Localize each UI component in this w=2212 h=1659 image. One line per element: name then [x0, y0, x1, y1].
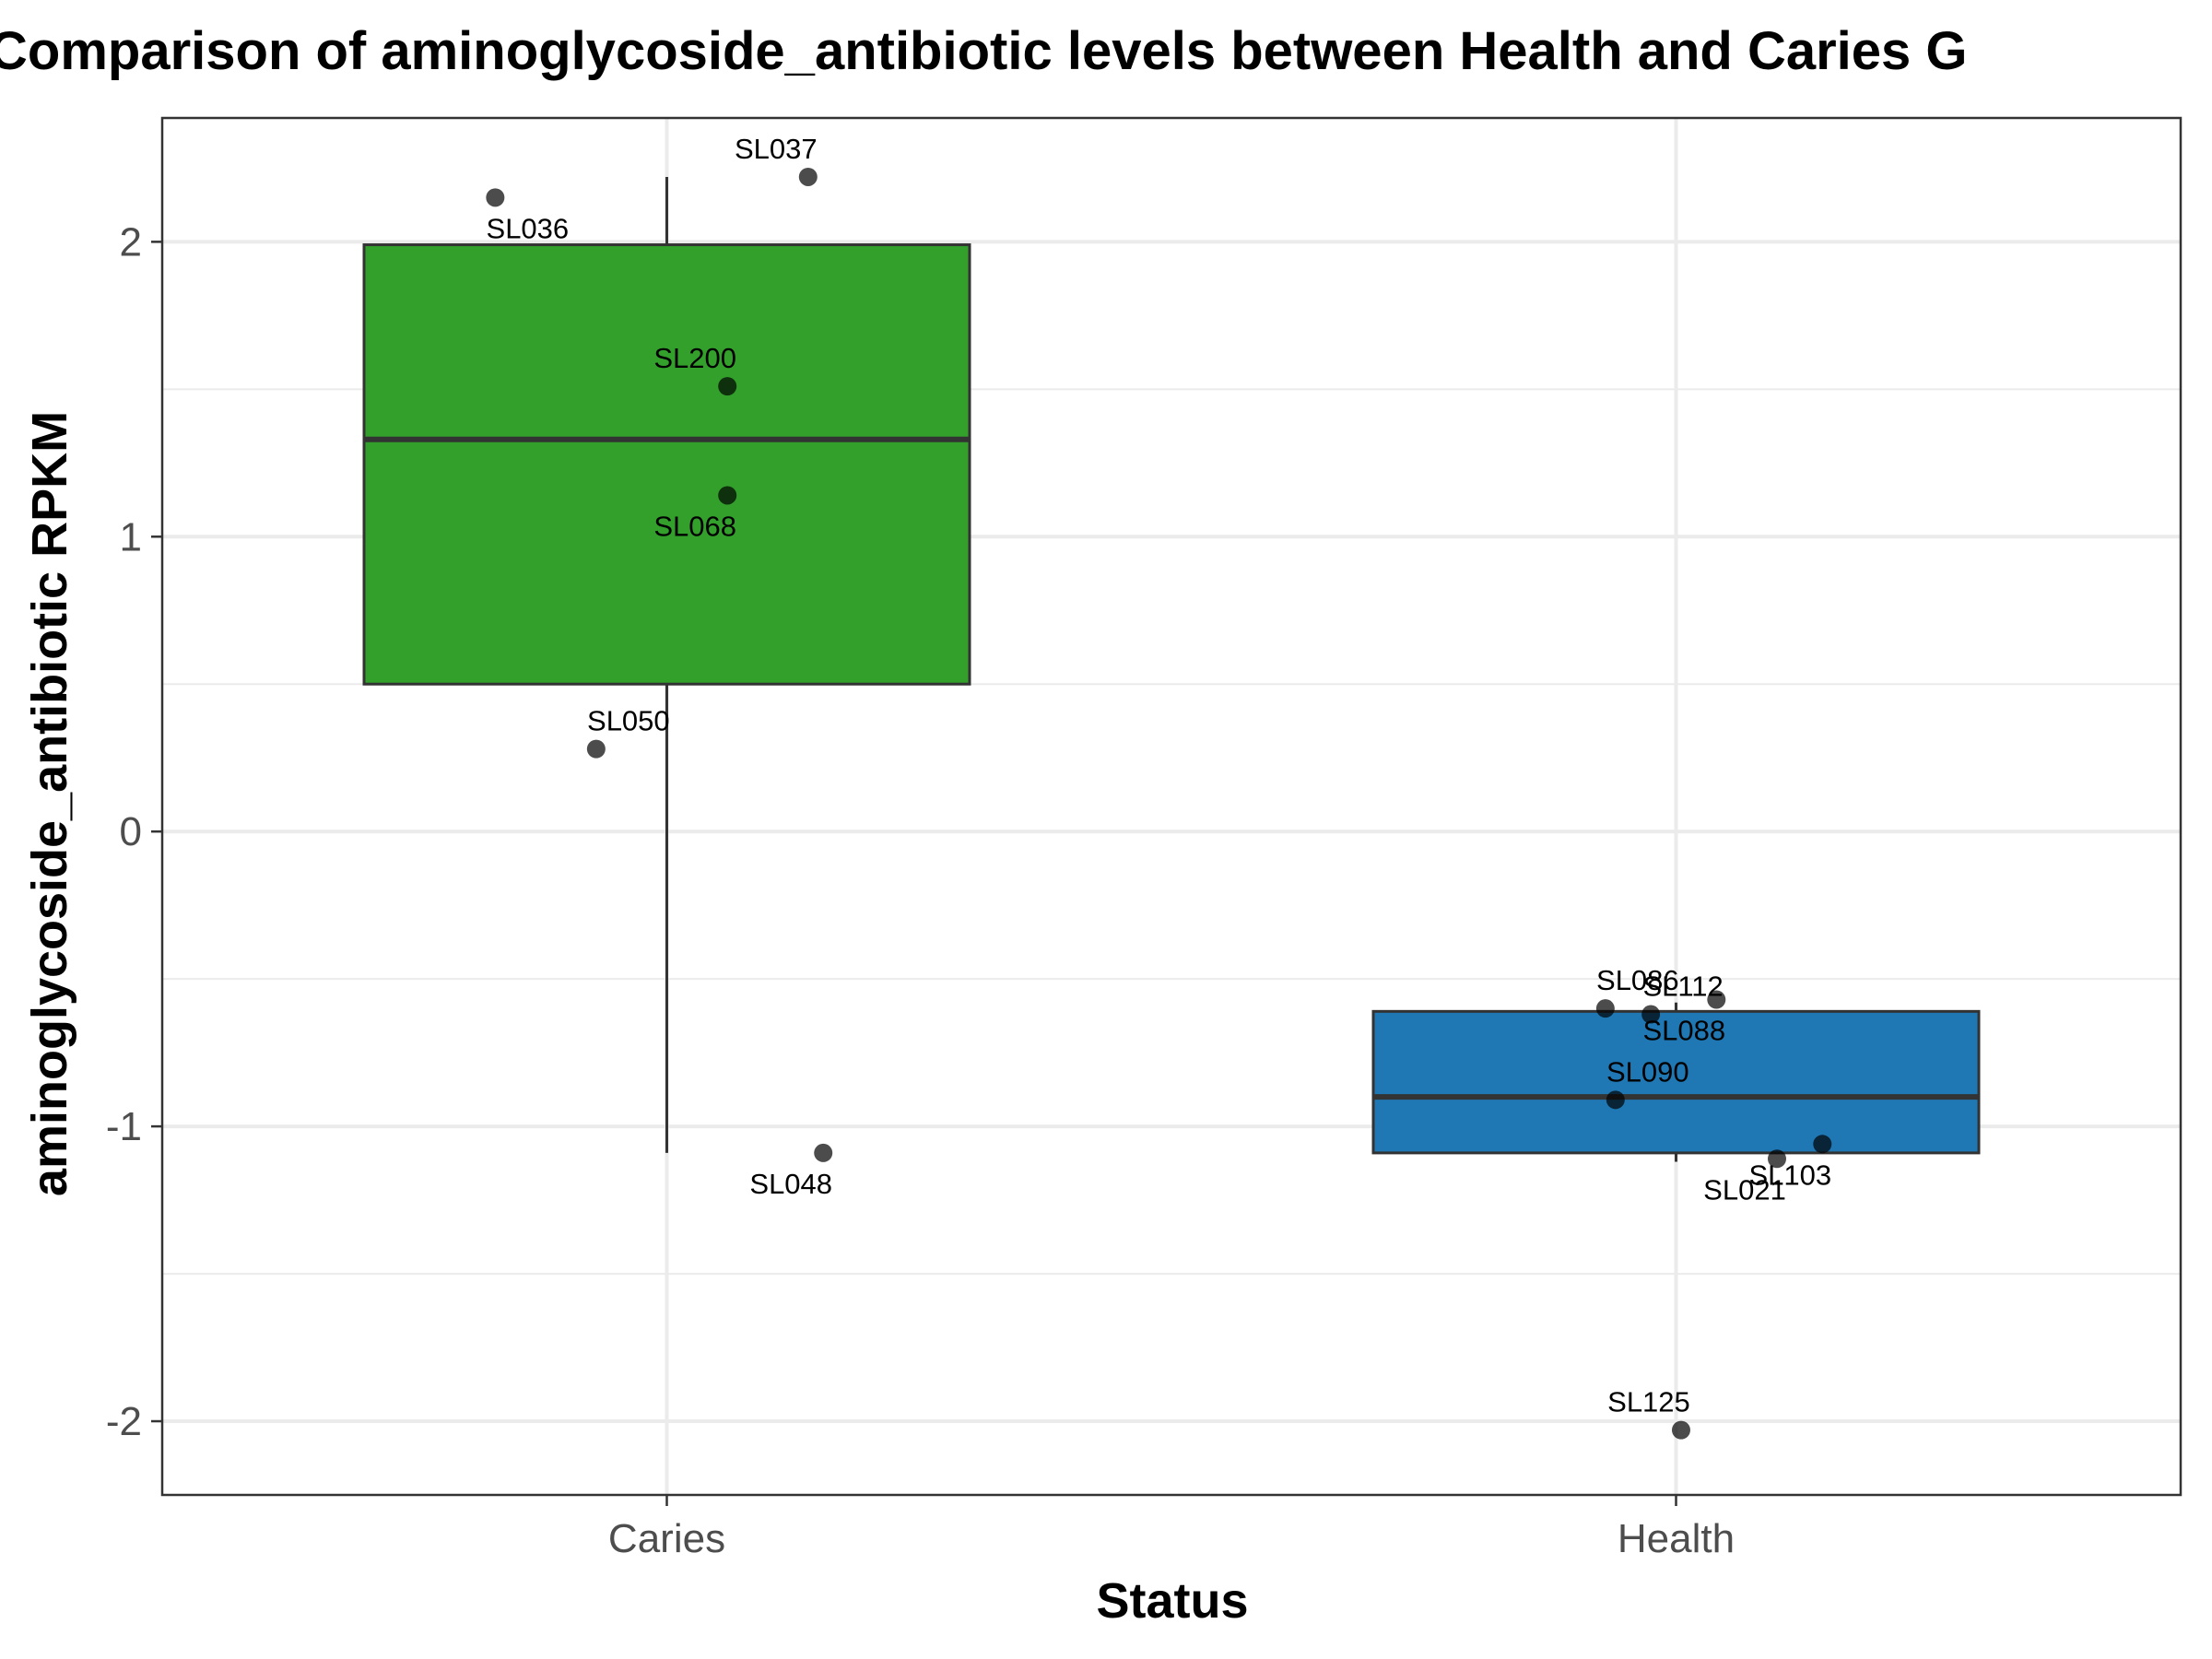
x-tick-label-caries: Caries — [608, 1516, 725, 1561]
point-label: SL125 — [1607, 1386, 1690, 1418]
chart-title: Comparison of aminoglycoside_antibiotic … — [0, 21, 1968, 81]
data-point-sl048 — [814, 1143, 833, 1162]
data-point-sl021 — [1768, 1149, 1786, 1169]
point-label: SL086 — [1596, 964, 1679, 996]
point-label: SL021 — [1703, 1173, 1786, 1206]
box-caries — [362, 243, 971, 686]
y-tick-label: 2 — [120, 219, 142, 265]
x-axis-title: Status — [1096, 1573, 1248, 1629]
point-label: SL103 — [1748, 1159, 1831, 1191]
point-label: SL090 — [1606, 1055, 1689, 1088]
y-axis-title: aminoglycoside_antibiotic RPKM — [22, 411, 77, 1196]
point-label: SL037 — [735, 133, 818, 165]
y-tick-label: 1 — [120, 514, 142, 559]
point-label: SL068 — [653, 510, 736, 542]
data-point-sl200 — [718, 377, 737, 396]
data-point-sl088 — [1707, 990, 1726, 1009]
point-label: SL048 — [749, 1168, 832, 1200]
y-tick-label: -1 — [106, 1104, 142, 1149]
point-label-layer: SL037 SL036 SL200 SL068 SL050 SL048 SL086 SL088… — [487, 133, 1832, 1418]
point-label: SL088 — [1642, 1015, 1725, 1047]
y-tick-label: 0 — [120, 809, 142, 854]
data-point-sl112 — [1641, 1005, 1661, 1024]
axis-layer: -2 -1 0 1 2 Caries Health — [106, 219, 1735, 1561]
data-point-sl090 — [1606, 1090, 1625, 1110]
data-point-sl036 — [486, 188, 505, 207]
data-point-sl068 — [718, 486, 737, 505]
box-layer — [362, 176, 1981, 1162]
box-health — [1371, 1009, 1981, 1155]
data-point-sl125 — [1671, 1420, 1690, 1440]
point-label: SL050 — [587, 705, 670, 737]
data-point-sl103 — [1813, 1135, 1832, 1154]
panel-border — [160, 116, 2183, 1497]
x-tick-label-health: Health — [1618, 1516, 1735, 1561]
data-point-sl050 — [586, 739, 606, 759]
y-tick-label: -2 — [106, 1399, 142, 1444]
point-label: SL200 — [653, 342, 736, 374]
point-label: SL112 — [1642, 971, 1723, 1003]
point-layer — [486, 167, 1832, 1440]
point-label: SL036 — [487, 212, 570, 244]
data-point-sl037 — [798, 167, 818, 186]
data-point-sl086 — [1595, 999, 1615, 1018]
